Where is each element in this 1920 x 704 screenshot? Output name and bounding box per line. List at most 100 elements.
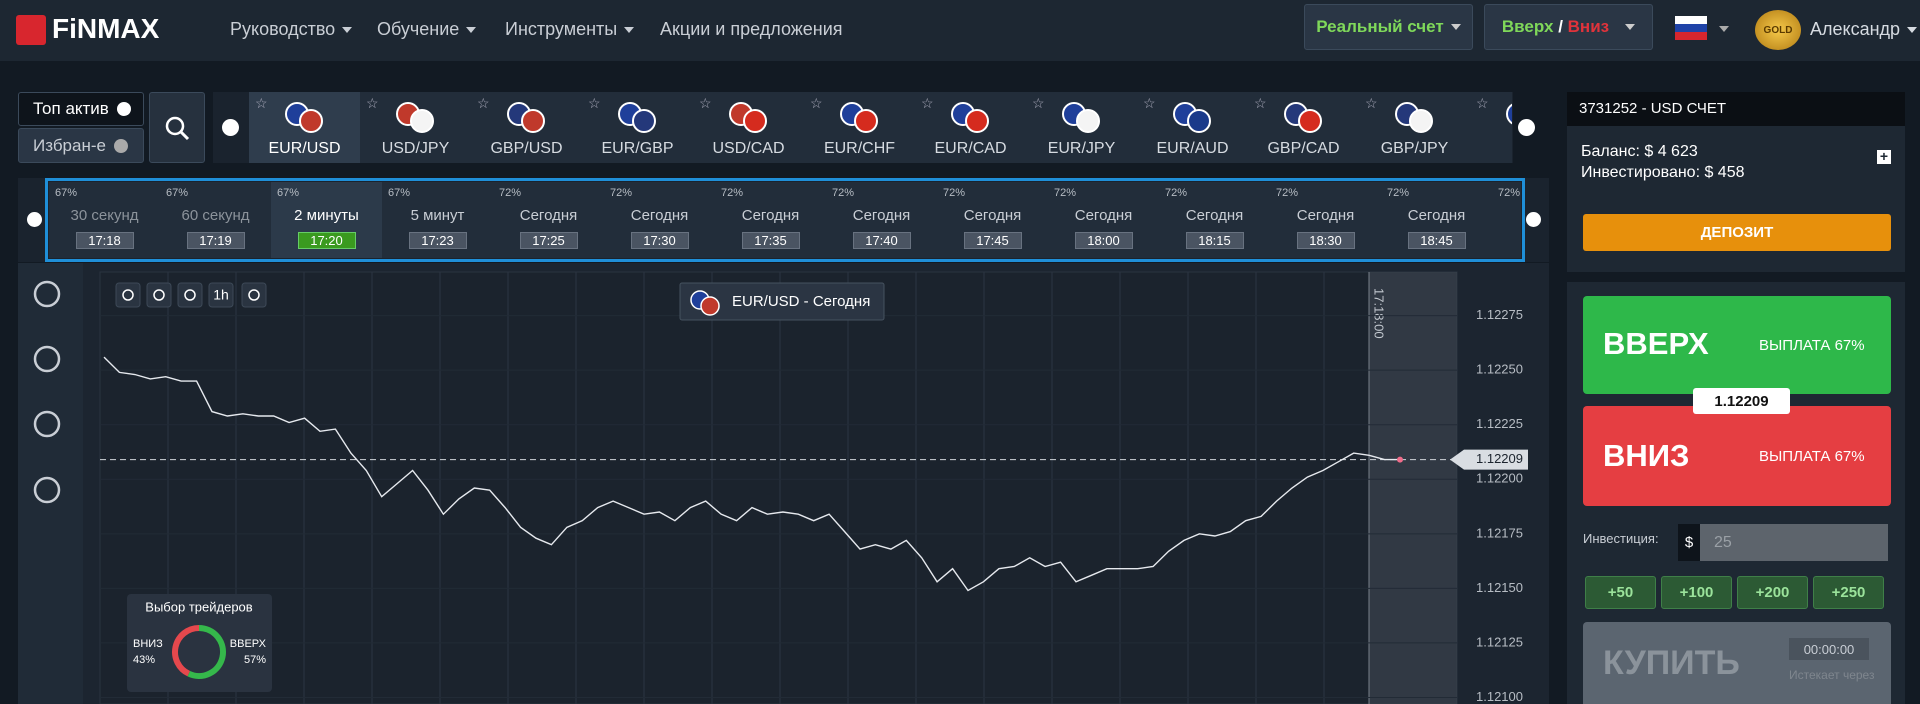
asset-tab[interactable]: ☆ EUR/USD xyxy=(249,92,360,163)
asset-tab[interactable]: ☆ GBP/USD xyxy=(471,92,582,163)
expiry-label[interactable]: Сегодня xyxy=(1407,207,1466,224)
tool-button[interactable] xyxy=(177,282,203,308)
logo[interactable]: FiNMAX xyxy=(52,13,160,44)
asset-label[interactable]: GBP/CAD xyxy=(1267,140,1340,157)
expiry-tab[interactable]: 67% 30 секунд 17:18 xyxy=(49,182,160,258)
asset-label[interactable]: EUR/USD xyxy=(268,140,341,157)
asset-label[interactable]: EUR/CAD xyxy=(934,140,1007,157)
toolbar-icon[interactable] xyxy=(33,345,61,373)
flag[interactable] xyxy=(1675,16,1707,40)
add-button[interactable]: + xyxy=(1877,149,1891,164)
filter-label[interactable]: Избран-е xyxy=(33,135,106,155)
tool-button[interactable] xyxy=(146,282,172,308)
account-label[interactable]: Реальный счет xyxy=(1316,17,1444,36)
asset-label[interactable]: GBP/USD xyxy=(490,140,563,157)
mode-button[interactable]: Вверх / Вниз xyxy=(1484,4,1653,50)
toolbar-icon[interactable] xyxy=(33,280,61,308)
expiry-label[interactable]: Сегодня xyxy=(963,207,1022,224)
asset-label[interactable]: EUR/JPY xyxy=(1047,140,1116,157)
asset-label[interactable]: EUR/AUD xyxy=(1156,140,1229,157)
tool-button[interactable] xyxy=(115,282,141,308)
expiry-tab[interactable]: 67% 60 секунд 17:19 xyxy=(160,182,271,258)
asset-label[interactable]: USD/CAD xyxy=(712,140,785,157)
asset-label[interactable]: USD/JPY xyxy=(381,140,450,157)
filter-label[interactable]: Топ актив xyxy=(33,99,109,118)
quick-amount[interactable]: +100 xyxy=(1661,576,1732,609)
expiry-label[interactable]: Сегодня xyxy=(519,207,578,224)
asset-tab[interactable]: ☆ EUR/GBP xyxy=(582,92,693,163)
asset-tab[interactable]: ☆ GBP/CAD xyxy=(1248,92,1359,163)
asset-tab[interactable]: ☆ GB xyxy=(1470,92,1512,163)
toolbar-icon[interactable] xyxy=(33,410,61,438)
tool-button[interactable] xyxy=(241,282,267,308)
expiry-label[interactable]: Сегодня xyxy=(741,207,800,224)
filter-favorites[interactable]: Избран-е xyxy=(18,128,144,163)
toolbar-icon[interactable] xyxy=(33,476,61,504)
user-name[interactable]: Александр xyxy=(1810,19,1901,39)
expiry-label[interactable]: Сегодня xyxy=(1296,207,1355,224)
quick-amount[interactable]: +50 xyxy=(1585,576,1656,609)
expiry-label[interactable]: Сегодня xyxy=(630,207,689,224)
menu-item[interactable]: Акции и предложения xyxy=(660,19,843,39)
asset-label[interactable]: GBP/JPY xyxy=(1380,140,1449,157)
quick-amount[interactable]: +250 xyxy=(1813,576,1884,609)
amount-input[interactable]: 25 xyxy=(1700,524,1888,561)
buy-button[interactable]: КУПИТЬ 00:00:00 Истекает через xyxy=(1583,622,1891,704)
asset-next[interactable] xyxy=(1518,119,1535,136)
expiry-tab[interactable]: 67% 2 минуты 17:20 xyxy=(271,182,382,258)
expiry-next[interactable] xyxy=(1526,212,1541,227)
menu-item[interactable]: Руководство xyxy=(230,19,353,40)
search-button[interactable] xyxy=(149,92,205,163)
asset-label[interactable]: GB xyxy=(1470,140,1512,158)
asset-tab[interactable]: ☆ EUR/JPY xyxy=(1026,92,1137,163)
expiry-tab[interactable]: 72% Сегодня 18:15 xyxy=(1159,182,1270,258)
mode-up[interactable]: Вверх xyxy=(1501,17,1554,36)
expiry-label[interactable]: 30 секунд xyxy=(70,207,139,224)
asset-prev[interactable] xyxy=(222,119,239,136)
expiry-label[interactable]: 60 секунд xyxy=(181,207,250,224)
menu-item[interactable]: Обучение xyxy=(377,19,477,40)
user-menu[interactable]: Александр xyxy=(1810,19,1918,40)
flag-caret[interactable] xyxy=(1719,26,1729,32)
down-label[interactable]: ВНИЗ xyxy=(1603,438,1690,473)
quick-amount[interactable]: +200 xyxy=(1737,576,1808,609)
menu-item[interactable]: Инструменты xyxy=(505,19,635,40)
tool-button[interactable] xyxy=(208,282,234,308)
filter-top[interactable]: Топ актив xyxy=(18,92,144,126)
mode-down[interactable]: Вниз xyxy=(1567,17,1610,36)
expiry-tab[interactable]: 72% Сегодня 17:45 xyxy=(937,182,1048,258)
asset-tab[interactable]: ☆ EUR/CAD xyxy=(915,92,1026,163)
asset-tab[interactable]: ☆ EUR/AUD xyxy=(1137,92,1248,163)
expiry-tab[interactable]: 72% Сегодня 18:45 xyxy=(1381,182,1492,258)
asset-tab[interactable]: ☆ GBP/JPY xyxy=(1359,92,1470,163)
down-button[interactable]: ВНИЗ ВЫПЛАТА 67% xyxy=(1583,406,1891,506)
expiry-label[interactable]: 2 минуты xyxy=(294,207,359,224)
up-label[interactable]: ВВЕРХ xyxy=(1603,326,1709,361)
up-button[interactable]: ВВЕРХ ВЫПЛАТА 67% xyxy=(1583,296,1891,394)
expiry-label[interactable]: Сегодня xyxy=(852,207,911,224)
expiry-tab[interactable]: 72% Сегодня 18:00 xyxy=(1048,182,1159,258)
asset-tab[interactable]: ☆ EUR/CHF xyxy=(804,92,915,163)
expiry-tab[interactable]: 72% Сегодня 18:30 xyxy=(1270,182,1381,258)
asset-label[interactable]: EUR/CHF xyxy=(823,140,896,157)
deposit-button[interactable]: ДЕПОЗИТ xyxy=(1583,214,1891,251)
expiry-label[interactable]: 5 минут xyxy=(410,207,465,224)
expiry-label[interactable]: Сегодня xyxy=(1074,207,1133,224)
menu-label[interactable]: Руководство xyxy=(230,19,336,39)
asset-label[interactable]: EUR/GBP xyxy=(601,140,674,157)
buy-label[interactable]: КУПИТЬ xyxy=(1603,644,1740,682)
expiry-tab[interactable]: 72% Сегодня 17:40 xyxy=(826,182,937,258)
menu-label[interactable]: Инструменты xyxy=(505,19,618,39)
expiry-tab[interactable]: 72% Сегодня 17:25 xyxy=(493,182,604,258)
asset-tab[interactable]: ☆ USD/CAD xyxy=(693,92,804,163)
tool-label[interactable]: 1h xyxy=(213,287,229,303)
account-button[interactable]: Реальный счет xyxy=(1304,4,1473,50)
expiry-prev[interactable] xyxy=(27,212,42,227)
expiry-tab[interactable]: 67% 5 минут 17:23 xyxy=(382,182,493,258)
asset-tab[interactable]: ☆ USD/JPY xyxy=(360,92,471,163)
menu-label[interactable]: Обучение xyxy=(377,19,460,39)
expiry-tab[interactable]: 72% Сегодня 17:30 xyxy=(604,182,715,258)
expiry-tab[interactable]: 72% xyxy=(1492,182,1521,258)
expiry-label[interactable]: Сегодня xyxy=(1185,207,1244,224)
expiry-tab[interactable]: 72% Сегодня 17:35 xyxy=(715,182,826,258)
